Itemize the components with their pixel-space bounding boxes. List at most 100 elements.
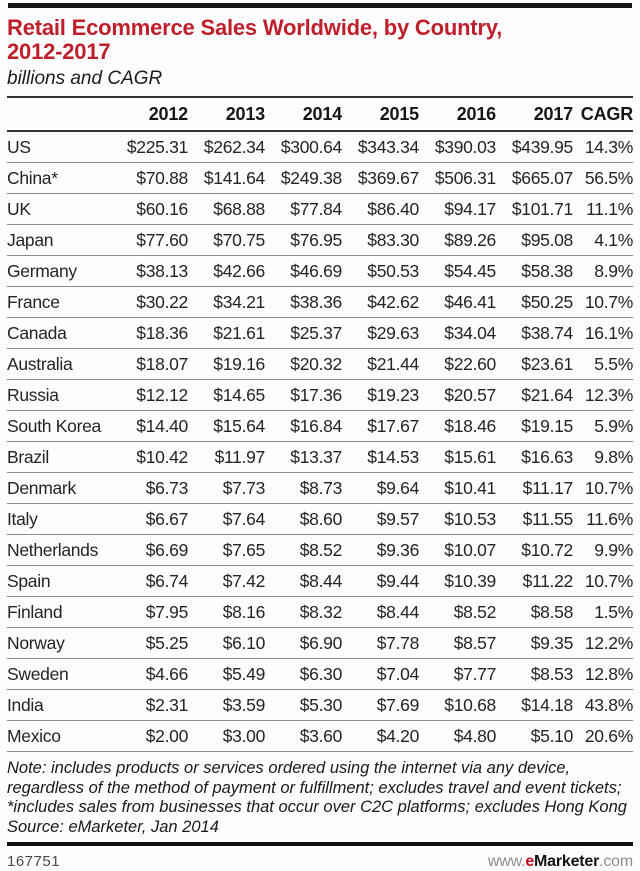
value-cell: $16.63: [496, 441, 573, 473]
footer-row: 167751 www.eMarketer.com: [7, 853, 633, 871]
country-cell: Finland: [7, 596, 111, 628]
value-cell: $6.90: [265, 627, 342, 659]
value-cell: $89.26: [419, 224, 496, 256]
value-cell: $10.07: [419, 534, 496, 566]
value-cell: $9.57: [342, 503, 419, 535]
value-cell: $21.61: [188, 317, 265, 349]
url-com: .com: [599, 853, 633, 870]
value-cell: $20.32: [265, 348, 342, 380]
value-cell: $6.10: [188, 627, 265, 659]
header-blank-cell: [7, 96, 111, 132]
country-cell: China*: [7, 162, 111, 194]
value-cell: $8.52: [419, 596, 496, 628]
url-e: e: [525, 853, 535, 870]
country-cell: Norway: [7, 627, 111, 659]
value-cell: $9.64: [342, 472, 419, 504]
value-cell: $54.45: [419, 255, 496, 287]
value-cell: $9.44: [342, 565, 419, 597]
cagr-cell: 43.8%: [573, 689, 633, 721]
value-cell: $76.95: [265, 224, 342, 256]
value-cell: $38.74: [496, 317, 573, 349]
cagr-cell: 20.6%: [573, 720, 633, 752]
value-cell: $8.52: [265, 534, 342, 566]
value-cell: $10.72: [496, 534, 573, 566]
value-cell: $14.18: [496, 689, 573, 721]
country-cell: US: [7, 131, 111, 163]
value-cell: $58.38: [496, 255, 573, 287]
value-cell: $300.64: [265, 131, 342, 163]
value-cell: $42.62: [342, 286, 419, 318]
table-row: US $225.31 $262.34 $300.64 $343.34 $390.03 $43…: [7, 131, 633, 163]
table-row: Italy $6.67 $7.64 $8.60 $9.57 $10.53 $11.55 11.…: [7, 503, 633, 535]
value-cell: $7.65: [188, 534, 265, 566]
url-brand: Marketer: [534, 853, 600, 870]
table-row: Mexico $2.00 $3.00 $3.60 $4.20 $4.80 $5.10 20.6…: [7, 720, 633, 752]
value-cell: $68.88: [188, 193, 265, 225]
value-cell: $7.77: [419, 658, 496, 690]
value-cell: $60.16: [111, 193, 188, 225]
cagr-cell: 10.7%: [573, 565, 633, 597]
value-cell: $4.20: [342, 720, 419, 752]
value-cell: $6.74: [111, 565, 188, 597]
table-row: Brazil $10.42 $11.97 $13.37 $14.53 $15.61 $16.…: [7, 441, 633, 473]
country-cell: France: [7, 286, 111, 318]
value-cell: $18.36: [111, 317, 188, 349]
cagr-cell: 10.7%: [573, 286, 633, 318]
value-cell: $11.97: [188, 441, 265, 473]
value-cell: $7.73: [188, 472, 265, 504]
value-cell: $7.64: [188, 503, 265, 535]
cagr-cell: 12.2%: [573, 627, 633, 659]
value-cell: $23.61: [496, 348, 573, 380]
value-cell: $10.68: [419, 689, 496, 721]
value-cell: $6.67: [111, 503, 188, 535]
emarketer-chart-card: Retail Ecommerce Sales Worldwide, by Cou…: [0, 3, 640, 871]
value-cell: $8.16: [188, 596, 265, 628]
value-cell: $7.42: [188, 565, 265, 597]
header-cell: 2012: [111, 96, 188, 132]
table-body: US $225.31 $262.34 $300.64 $343.34 $390.03 $43…: [7, 131, 633, 752]
value-cell: $3.59: [188, 689, 265, 721]
value-cell: $29.63: [342, 317, 419, 349]
table-row: Australia $18.07 $19.16 $20.32 $21.44 $22.60 $…: [7, 348, 633, 380]
chart-title-line1: Retail Ecommerce Sales Worldwide, by Cou…: [7, 15, 503, 40]
table-row: Finland $7.95 $8.16 $8.32 $8.44 $8.52 $8.58 1.5…: [7, 596, 633, 628]
cagr-cell: 10.7%: [573, 472, 633, 504]
value-cell: $83.30: [342, 224, 419, 256]
value-cell: $46.69: [265, 255, 342, 287]
value-cell: $5.25: [111, 627, 188, 659]
table-row: Russia $12.12 $14.65 $17.36 $19.23 $20.57 $21.…: [7, 379, 633, 411]
value-cell: $2.00: [111, 720, 188, 752]
value-cell: $369.67: [342, 162, 419, 194]
cagr-cell: 5.5%: [573, 348, 633, 380]
table-header-row: 2012 2013 2014 2015 2016 2017 CAGR: [7, 96, 633, 132]
cagr-cell: 12.3%: [573, 379, 633, 411]
value-cell: $77.60: [111, 224, 188, 256]
value-cell: $25.37: [265, 317, 342, 349]
value-cell: $14.53: [342, 441, 419, 473]
value-cell: $249.38: [265, 162, 342, 194]
value-cell: $6.30: [265, 658, 342, 690]
value-cell: $5.30: [265, 689, 342, 721]
value-cell: $14.65: [188, 379, 265, 411]
table-row: Japan $77.60 $70.75 $76.95 $83.30 $89.26 $95.0…: [7, 224, 633, 256]
cagr-cell: 12.8%: [573, 658, 633, 690]
value-cell: $18.07: [111, 348, 188, 380]
value-cell: $70.75: [188, 224, 265, 256]
value-cell: $8.57: [419, 627, 496, 659]
value-cell: $17.36: [265, 379, 342, 411]
value-cell: $8.32: [265, 596, 342, 628]
value-cell: $19.15: [496, 410, 573, 442]
value-cell: $19.16: [188, 348, 265, 380]
cagr-cell: 56.5%: [573, 162, 633, 194]
value-cell: $19.23: [342, 379, 419, 411]
source-text: Source: eMarketer, Jan 2014: [7, 817, 219, 836]
value-cell: $2.31: [111, 689, 188, 721]
value-cell: $30.22: [111, 286, 188, 318]
chart-title: Retail Ecommerce Sales Worldwide, by Cou…: [7, 16, 633, 64]
header-cell: 2015: [342, 96, 419, 132]
value-cell: $8.60: [265, 503, 342, 535]
value-cell: $7.04: [342, 658, 419, 690]
value-cell: $10.42: [111, 441, 188, 473]
cagr-cell: 1.5%: [573, 596, 633, 628]
country-cell: Germany: [7, 255, 111, 287]
